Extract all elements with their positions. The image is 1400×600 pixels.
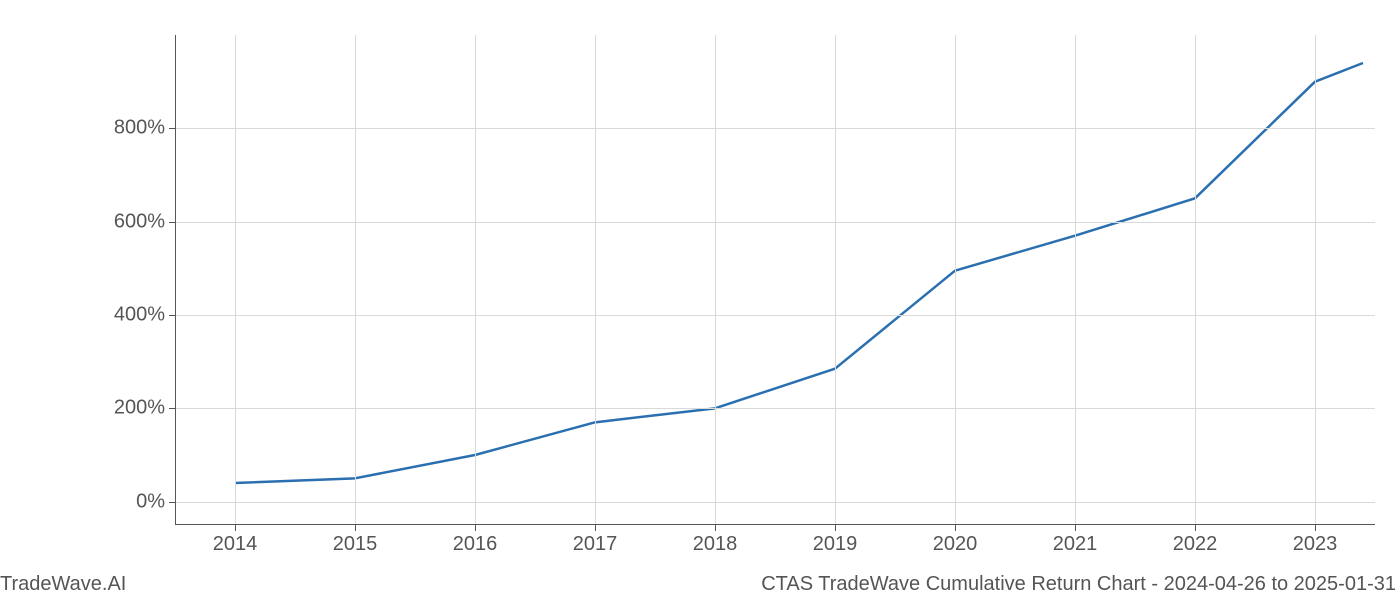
- y-tick-label: 600%: [114, 210, 175, 233]
- x-tick-mark: [955, 525, 956, 531]
- y-tick-label: 400%: [114, 304, 175, 327]
- axis-spine-left: [175, 35, 176, 525]
- x-tick-mark: [1195, 525, 1196, 531]
- grid-line-vertical: [235, 35, 236, 525]
- x-tick-mark: [355, 525, 356, 531]
- data-line: [235, 63, 1363, 483]
- x-tick-mark: [835, 525, 836, 531]
- plot-area: 0%200%400%600%800%2014201520162017201820…: [175, 35, 1375, 525]
- footer-left-text: TradeWave.AI: [0, 573, 126, 596]
- grid-line-vertical: [1315, 35, 1316, 525]
- grid-line-vertical: [475, 35, 476, 525]
- y-tick-label: 800%: [114, 117, 175, 140]
- grid-line-vertical: [955, 35, 956, 525]
- chart-container: 0%200%400%600%800%2014201520162017201820…: [0, 0, 1400, 600]
- y-tick-label: 200%: [114, 397, 175, 420]
- x-tick-mark: [715, 525, 716, 531]
- x-tick-mark: [475, 525, 476, 531]
- x-tick-mark: [1075, 525, 1076, 531]
- grid-line-vertical: [1075, 35, 1076, 525]
- footer-right-text: CTAS TradeWave Cumulative Return Chart -…: [761, 573, 1396, 596]
- x-tick-mark: [595, 525, 596, 531]
- x-tick-mark: [235, 525, 236, 531]
- grid-line-vertical: [355, 35, 356, 525]
- grid-line-vertical: [835, 35, 836, 525]
- grid-line-vertical: [715, 35, 716, 525]
- x-tick-mark: [1315, 525, 1316, 531]
- grid-line-vertical: [595, 35, 596, 525]
- grid-line-vertical: [1195, 35, 1196, 525]
- axis-spine-bottom: [175, 524, 1375, 525]
